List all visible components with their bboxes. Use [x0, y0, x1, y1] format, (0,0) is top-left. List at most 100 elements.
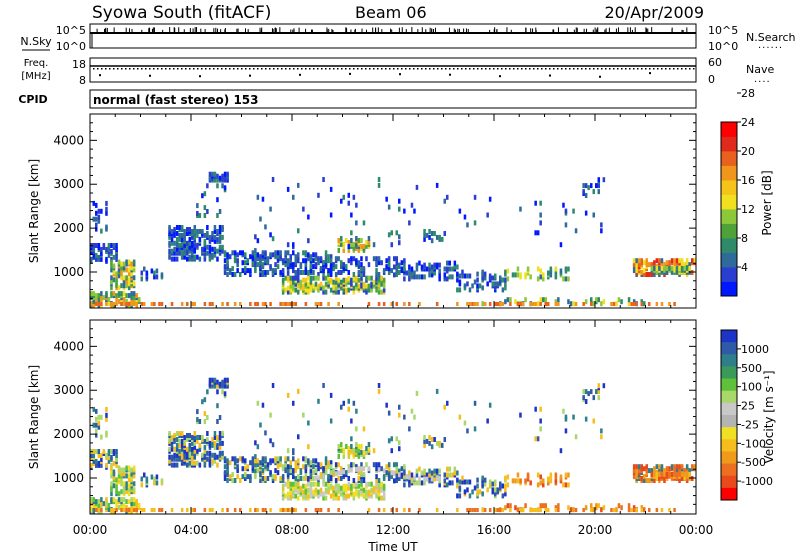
velocity-cell	[329, 460, 333, 466]
velocity-cell	[395, 478, 399, 483]
velocity-cell	[355, 408, 358, 414]
power-cell	[393, 272, 396, 278]
power-cell	[504, 299, 507, 305]
velocity-cell	[92, 497, 96, 503]
velocity-cell	[289, 464, 293, 470]
power-cell	[284, 250, 287, 256]
power-cell	[463, 283, 467, 289]
power-cell	[216, 236, 219, 242]
velocity-cell	[387, 472, 391, 478]
velocity-cell	[213, 458, 217, 464]
x-tick-label: 04:00	[174, 523, 209, 537]
velocity-cell	[663, 468, 666, 474]
power-cell	[289, 283, 293, 289]
velocity-cell	[324, 481, 328, 487]
nave-dot	[325, 68, 327, 70]
velocity-cell	[97, 424, 101, 430]
power-cell	[105, 224, 108, 230]
power-cell	[170, 248, 174, 254]
velocity-cell	[418, 466, 421, 472]
power-cell	[463, 273, 467, 279]
nave-dot	[157, 68, 159, 70]
nave-dot	[601, 68, 603, 70]
velocity-cell	[95, 432, 98, 438]
power-cell	[307, 281, 310, 287]
velocity-cell	[173, 446, 176, 452]
velocity-cell	[170, 462, 174, 468]
power-cell	[319, 281, 323, 287]
power-cell	[100, 291, 103, 297]
nave-dot	[677, 68, 679, 70]
power-cell	[292, 302, 295, 306]
power-cell	[317, 283, 320, 289]
power-cell	[524, 297, 527, 303]
velocity-cell	[95, 462, 98, 468]
power-cell	[216, 197, 219, 203]
velocity-cell	[501, 508, 505, 512]
velocity-cell	[648, 468, 651, 474]
velocity-cell	[120, 471, 123, 477]
velocity-cell	[456, 483, 459, 489]
power-cell	[180, 252, 184, 258]
power-cell	[488, 196, 492, 202]
velocity-cell	[95, 499, 98, 505]
velocity-cell	[382, 474, 386, 480]
power-cell	[223, 171, 227, 177]
power-cell	[213, 234, 217, 240]
velocity-cell	[221, 508, 224, 512]
power-cell	[281, 302, 285, 306]
nave-dot	[289, 68, 291, 70]
velocity-cell	[362, 466, 366, 472]
power-cell	[216, 213, 219, 218]
velocity-cell	[115, 477, 118, 483]
velocity-cell	[441, 442, 444, 448]
nave-dot	[245, 68, 247, 70]
power-cell	[223, 264, 227, 270]
beam-title: Beam 06	[355, 3, 427, 22]
power-cell	[284, 302, 287, 306]
power-cell	[350, 241, 353, 247]
velocity-cell	[309, 481, 313, 487]
power-cell	[438, 262, 441, 268]
velocity-cell	[284, 481, 287, 487]
velocity-cell	[438, 440, 441, 446]
power-cell	[304, 281, 308, 287]
velocity-cell	[135, 508, 139, 512]
velocity-cell	[542, 482, 545, 488]
velocity-cell	[307, 476, 310, 481]
nave-dot	[613, 68, 615, 70]
power-cell	[183, 229, 186, 234]
power-cell	[592, 212, 596, 218]
power-cell	[297, 275, 300, 281]
nave-dot	[657, 68, 659, 70]
velocity-cell	[312, 489, 315, 495]
velocity-cell	[425, 472, 429, 478]
velocity-cell	[660, 471, 664, 477]
power-cell	[403, 208, 406, 214]
nave-dot	[533, 68, 535, 70]
power-cell	[362, 266, 366, 272]
power-cell	[309, 254, 313, 260]
velocity-cell	[180, 508, 184, 512]
velocity-cell	[398, 404, 401, 410]
power-cell	[337, 238, 341, 243]
power-cell	[597, 189, 601, 195]
velocity-cell	[461, 475, 464, 481]
velocity-cell	[208, 440, 212, 446]
nave-dot	[357, 68, 359, 70]
velocity-cell	[292, 474, 295, 480]
velocity-cell	[385, 464, 388, 470]
power-cell	[206, 244, 209, 250]
power-cell	[398, 206, 401, 212]
nave-dot	[165, 68, 167, 70]
velocity-cell	[180, 458, 184, 464]
nave-dot	[633, 68, 635, 70]
velocity-cell	[627, 507, 631, 513]
velocity-cell	[259, 460, 262, 466]
velocity-cell	[494, 479, 497, 485]
velocity-cell	[630, 508, 633, 512]
velocity-cell	[584, 505, 588, 511]
velocity-cell	[362, 472, 366, 478]
velocity-cell	[112, 469, 116, 475]
